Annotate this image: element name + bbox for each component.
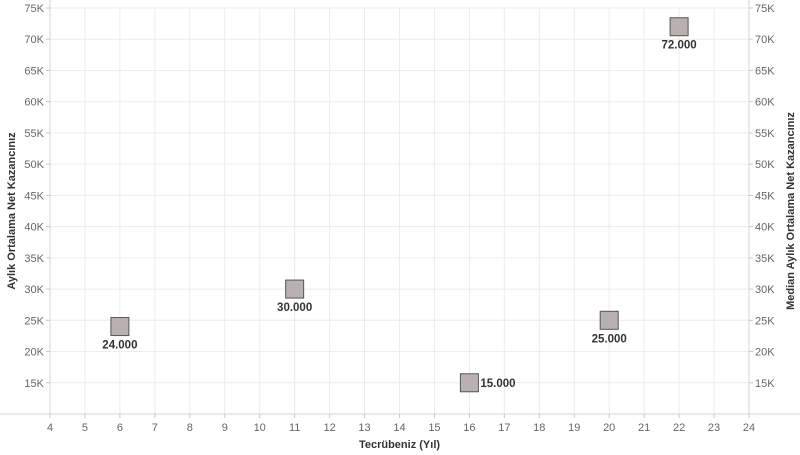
x-tick-label: 17 (498, 422, 510, 434)
x-tick-label: 23 (708, 422, 720, 434)
y-tick-label-right: 35K (755, 253, 775, 265)
x-tick-label: 16 (463, 422, 475, 434)
x-tick-label: 21 (638, 422, 650, 434)
y-tick-label-right: 60K (755, 97, 775, 109)
y-tick-label-left: 15K (24, 378, 44, 390)
x-tick-label: 13 (358, 422, 370, 434)
y-tick-label-left: 25K (24, 315, 44, 327)
y-tick-label-right: 55K (755, 128, 775, 140)
y-tick-label-right: 20K (755, 347, 775, 359)
y-tick-label-left: 65K (24, 65, 44, 77)
data-label: 72.000 (662, 40, 697, 52)
y-axis-title: Aylık Ortalama Net Kazancınız (6, 132, 18, 290)
data-label: 24.000 (102, 340, 137, 352)
y-tick-label-right: 75K (755, 3, 775, 15)
x-tick-label: 7 (152, 422, 158, 434)
data-points: 24.000 30.000 15.000 25.000 72.000 (102, 17, 697, 393)
x-tick-label: 19 (568, 422, 580, 434)
x-tick-label: 10 (254, 422, 266, 434)
y-tick-label-right: 30K (755, 284, 775, 296)
x-tick-label: 12 (323, 422, 335, 434)
x-tick-label: 11 (289, 422, 300, 434)
x-tick-label: 15 (428, 422, 440, 434)
x-tick-label: 9 (222, 422, 228, 434)
y-tick-label-left: 45K (24, 190, 44, 202)
y-tick-label-left: 50K (24, 159, 44, 171)
grid (49, 7, 750, 414)
x-tick-label: 14 (393, 422, 405, 434)
x-axis-title: Tecrübeniz (Yıl) (359, 439, 440, 451)
y-tick-label-left: 30K (24, 284, 44, 296)
scatter-point[interactable] (285, 279, 305, 299)
y-tick-label-right: 40K (755, 222, 775, 234)
y-tick-label-right: 50K (755, 159, 775, 171)
y-tick-label-right: 15K (755, 378, 775, 390)
x-tick-label: 8 (187, 422, 193, 434)
y-tick-label-left: 35K (24, 253, 44, 265)
x-axis-ticks: 4 5 6 7 8 9 10 11 12 13 14 15 16 17 18 19 20 21 22 23 24 (47, 414, 755, 434)
scatter-point[interactable] (669, 17, 689, 37)
scatter-point[interactable] (459, 373, 479, 393)
y-tick-label-left: 70K (24, 34, 44, 46)
y-axis-left-ticks: 15K 20K 25K 30K 35K 40K 45K 50K 55K 60K 65K 70K 75K (24, 3, 50, 390)
data-label: 15.000 (480, 378, 515, 390)
data-label: 30.000 (277, 302, 312, 314)
y-axis-right-ticks: 15K 20K 25K 30K 35K 40K 45K 50K 55K 60K 65K 70K 75K (749, 3, 775, 390)
y-tick-label-left: 40K (24, 222, 44, 234)
x-tick-label: 18 (533, 422, 545, 434)
y-tick-label-right: 45K (755, 190, 775, 202)
y-tick-label-right: 65K (755, 65, 775, 77)
x-tick-label: 24 (743, 422, 755, 434)
y-tick-label-left: 75K (24, 3, 44, 15)
y-tick-label-left: 55K (24, 128, 44, 140)
y-tick-label-right: 25K (755, 315, 775, 327)
x-tick-label: 4 (47, 422, 53, 434)
x-tick-label: 6 (117, 422, 123, 434)
x-tick-label: 5 (82, 422, 88, 434)
y2-axis-title: Median Aylık Ortalama Net Kazancınız (785, 112, 797, 310)
scatter-point[interactable] (599, 310, 619, 330)
scatter-point[interactable] (110, 317, 130, 337)
y-tick-label-left: 60K (24, 97, 44, 109)
x-tick-label: 20 (603, 422, 615, 434)
y-tick-label-right: 70K (755, 34, 775, 46)
x-tick-label: 22 (673, 422, 685, 434)
y-tick-label-left: 20K (24, 347, 44, 359)
data-label: 25.000 (592, 333, 627, 345)
